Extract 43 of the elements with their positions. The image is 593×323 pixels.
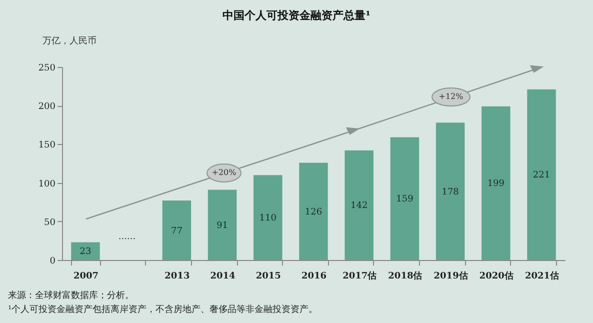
x-tick-label: 2019估 bbox=[434, 270, 468, 282]
bar bbox=[208, 190, 237, 260]
x-tick-label: 2007 bbox=[73, 272, 99, 282]
data-label: 221 bbox=[532, 170, 550, 181]
bar bbox=[254, 175, 282, 260]
source-note: 来源：全球财富数据库；分析。 bbox=[8, 290, 134, 302]
bar bbox=[482, 106, 510, 260]
x-tick-label: 2016 bbox=[301, 272, 327, 282]
x-tick-label: 2017估 bbox=[342, 270, 377, 282]
bar bbox=[299, 162, 328, 260]
x-tick-label: 2014 bbox=[210, 272, 236, 282]
data-label: 159 bbox=[396, 194, 414, 205]
y-tick-label: 150 bbox=[38, 140, 56, 151]
y-tick-label: 250 bbox=[38, 64, 56, 74]
data-label: 178 bbox=[442, 187, 460, 198]
data-label: 199 bbox=[487, 179, 505, 190]
bar bbox=[71, 242, 100, 260]
y-tick-label: 0 bbox=[50, 256, 56, 266]
chart-title: 中国个人可投资金融资产总量¹ bbox=[222, 8, 372, 23]
bar bbox=[162, 200, 192, 260]
y-tick-label: 200 bbox=[38, 102, 56, 112]
y-tick-label: 100 bbox=[38, 179, 56, 190]
bar bbox=[527, 89, 556, 260]
x-tick-label: 2021估 bbox=[524, 270, 560, 282]
data-label: 91 bbox=[216, 220, 228, 231]
y-tick-label: 50 bbox=[44, 218, 56, 228]
annotation: +20% bbox=[212, 168, 237, 177]
data-label: 126 bbox=[304, 207, 322, 218]
text: ¹个人可投资金融资产包括离岸资产，不含房地产、奢侈品等非金融投资资产。 bbox=[8, 304, 318, 316]
data-label: 110 bbox=[259, 214, 277, 224]
x-tick-label: 2020估 bbox=[479, 270, 514, 282]
x-tick-label: 2018估 bbox=[388, 270, 422, 282]
data-label: 77 bbox=[170, 226, 183, 236]
bar bbox=[344, 150, 374, 260]
annotation: +12% bbox=[438, 92, 464, 101]
x-tick-label: 2013 bbox=[164, 272, 190, 282]
annotation: ...... bbox=[118, 232, 136, 242]
y-axis-title: 万亿，人民币 bbox=[42, 36, 96, 46]
bar bbox=[390, 137, 420, 260]
x-tick-label: 2015 bbox=[256, 272, 281, 282]
data-label: 23 bbox=[80, 247, 92, 258]
bar bbox=[436, 122, 465, 260]
data-label: 142 bbox=[350, 201, 368, 212]
